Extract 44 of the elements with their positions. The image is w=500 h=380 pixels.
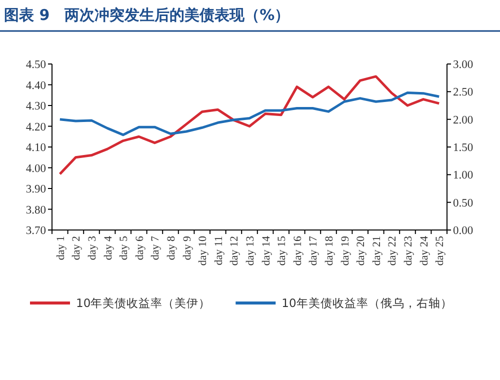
y-tick-label: 4.50 [26,59,46,71]
x-tick-label: day 17 [308,236,320,266]
y2-tick-label: 0.00 [453,225,474,237]
x-tick-label: day 10 [197,236,210,266]
x-tick-label: day 8 [166,236,178,260]
x-tick-label: day 24 [418,236,430,266]
y2-tick-label: 2.50 [453,86,474,99]
x-tick-label: day 12 [228,236,241,266]
x-tick-label: day 20 [355,236,368,266]
legend-label: 10年美债收益率（俄乌，右轴） [282,296,452,310]
x-tick-label: day 14 [260,236,272,266]
y-tick-label: 4.20 [26,121,46,134]
x-tick-label: day 6 [134,236,146,260]
x-tick-label: day 21 [370,236,383,266]
x-tick-label: day 4 [102,236,114,260]
x-tick-label: day 11 [212,236,225,266]
y2-tick-label: 1.00 [453,170,474,182]
x-tick-label: day 2 [70,236,83,260]
y-tick-label: 4.40 [26,80,46,92]
x-tick-label: day 3 [86,236,98,260]
y2-tick-label: 0.50 [453,197,474,210]
x-tick-label: day 18 [324,236,336,266]
y-tick-label: 4.00 [26,162,46,175]
x-tick-label: day 5 [118,236,130,260]
y-tick-label: 3.80 [26,204,46,216]
y2-tick-label: 3.00 [453,59,474,71]
x-tick-label: day 25 [434,236,446,266]
x-tick-label: day 9 [181,236,194,260]
y-tick-label: 4.30 [26,100,46,112]
chart-title: 图表 9 两次冲突发生后的美债表现（%） [4,6,290,24]
y-tick-label: 3.70 [26,225,46,237]
y2-tick-label: 1.50 [453,142,474,154]
x-tick-label: day 1 [54,236,67,260]
legend-label: 10年美债收益率（美伊） [76,296,211,310]
y-tick-label: 3.90 [26,184,46,196]
y-tick-label: 4.10 [26,142,46,154]
x-tick-label: day 7 [150,236,162,260]
x-tick-label: day 22 [386,236,399,266]
x-tick-label: day 19 [339,236,352,266]
x-tick-label: day 16 [292,236,304,266]
x-tick-label: day 15 [276,236,288,266]
x-tick-label: day 13 [244,236,256,266]
x-tick-label: day 23 [402,236,414,266]
y2-tick-label: 2.00 [453,114,474,126]
